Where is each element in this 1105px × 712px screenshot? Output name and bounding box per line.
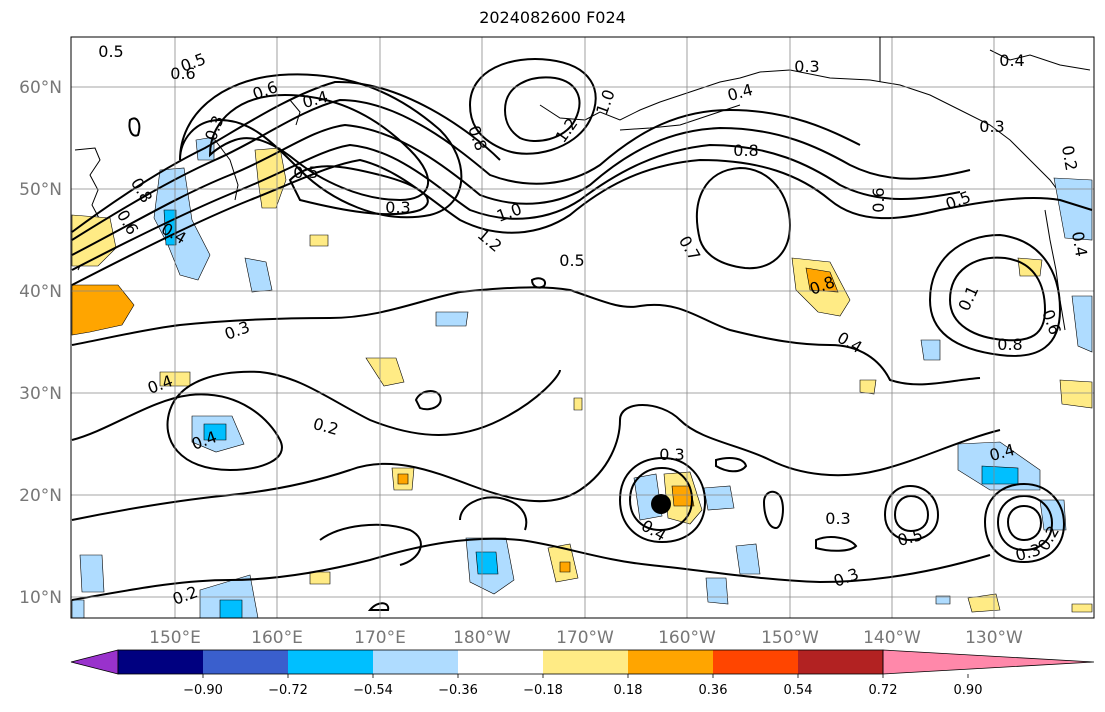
- colorbar-tick-label: −0.90: [183, 683, 223, 698]
- colorbar-segment: [713, 650, 798, 674]
- contour-label: 0.4: [1068, 230, 1091, 258]
- contour-label: 0.2: [1058, 144, 1081, 172]
- colorbar-segment: [118, 650, 203, 674]
- lat-label: 10°N: [19, 588, 62, 608]
- colorbar-segment: [373, 650, 458, 674]
- contour-label: 0.8: [997, 335, 1022, 354]
- colorbar-tick-label: −0.54: [353, 683, 393, 698]
- contour-label: 0.4: [999, 51, 1024, 70]
- colorbar-tick-label: −0.36: [438, 683, 478, 698]
- shaded-field: [71, 136, 1093, 618]
- contour-label: 0.3: [979, 117, 1004, 136]
- contour-label: 0.3: [659, 445, 684, 464]
- lon-label: 160°W: [658, 628, 716, 648]
- lat-label: 30°N: [19, 384, 62, 404]
- contour-label: 0.5: [293, 163, 318, 182]
- lon-label: 170°W: [556, 628, 614, 648]
- map-title: 2024082600 F024: [479, 8, 626, 27]
- map-frame: [70, 36, 1095, 619]
- lon-label: 180°W: [453, 628, 511, 648]
- storm-center-marker: [651, 494, 671, 514]
- contour-label: 0.3: [385, 198, 410, 217]
- contour-label: 0.6: [170, 64, 195, 83]
- contour-label: 0.8: [733, 141, 758, 160]
- contour-lines: [71, 58, 1093, 611]
- lon-label: 150°E: [149, 628, 201, 648]
- lon-label: 150°W: [761, 628, 819, 648]
- colorbar-tick-label: −0.18: [523, 683, 563, 698]
- colorbar-segment: [798, 650, 883, 674]
- colorbar-tick-label: −0.72: [268, 683, 308, 698]
- colorbar-segment: [543, 650, 628, 674]
- lat-label: 40°N: [19, 282, 62, 302]
- colorbar-low-extension: [70, 649, 119, 675]
- contour-label: 0.6: [869, 187, 888, 212]
- colorbar-tick-label: 0.90: [954, 683, 983, 698]
- gridlines: [71, 37, 1094, 618]
- lon-label: 160°E: [251, 628, 303, 648]
- colorbar-tick-label: 0.72: [869, 683, 898, 698]
- latitude-labels: 60°N 50°N 40°N 30°N 20°N 10°N: [19, 78, 62, 608]
- lat-label: 50°N: [19, 180, 62, 200]
- colorbar-tick-label: 0.54: [784, 683, 813, 698]
- lon-label: 140°W: [863, 628, 921, 648]
- lon-label: 130°W: [965, 628, 1023, 648]
- colorbar-segment: [288, 650, 373, 674]
- colorbar-segment: [458, 650, 543, 674]
- colorbar-segment: [628, 650, 713, 674]
- contour-label: 0.5: [98, 42, 123, 61]
- lon-label: 170°E: [354, 628, 406, 648]
- colorbar-tick-label: 0.18: [614, 683, 643, 698]
- contour-label: 0.5: [559, 251, 584, 270]
- lat-label: 20°N: [19, 486, 62, 506]
- longitude-labels: 150°E 160°E 170°E 180°W 170°W 160°W 150°W 140°W…: [149, 628, 1023, 648]
- contour-label: 0.3: [794, 57, 819, 76]
- colorbar-frame: [117, 649, 884, 675]
- colorbar: −0.90 −0.72 −0.54 −0.36 −0.18 0.18 0.36 0.54 0.7…: [70, 649, 1095, 698]
- map-background: [71, 37, 1094, 618]
- colorbar-tick-label: 0.36: [699, 683, 728, 698]
- lat-label: 60°N: [19, 78, 62, 98]
- colorbar-segment: [203, 650, 288, 674]
- contour-label: 0.3: [825, 509, 850, 528]
- colorbar-high-extension: [882, 649, 1095, 675]
